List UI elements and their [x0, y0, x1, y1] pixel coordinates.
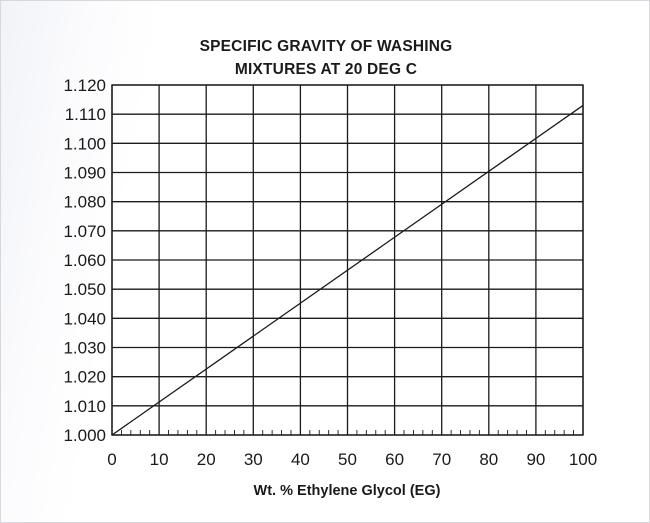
x-tick-label: 10 [150, 450, 169, 469]
y-tick-label: 1.030 [63, 339, 106, 358]
y-tick-label: 1.050 [63, 280, 106, 299]
x-tick-label: 30 [244, 450, 263, 469]
y-axis-tick-labels: 1.000 1.010 1.020 1.030 1.040 1.050 1.060 1.070… [63, 76, 106, 445]
series-layer [111, 104, 584, 436]
x-tick-label: 50 [338, 450, 357, 469]
y-tick-label: 1.000 [63, 426, 106, 445]
x-minor-ticks [120, 430, 575, 435]
x-tick-label: 100 [569, 450, 597, 469]
x-tick-label: 90 [526, 450, 545, 469]
x-tick-label: 60 [385, 450, 404, 469]
plot-area-border [111, 84, 584, 436]
x-tick-label: 80 [479, 450, 498, 469]
y-tick-label: 1.100 [63, 134, 106, 153]
series-line-0 [111, 104, 584, 436]
x-tick-label: 70 [432, 450, 451, 469]
y-tick-label: 1.040 [63, 309, 106, 328]
grid [111, 84, 584, 436]
y-tick-label: 1.010 [63, 397, 106, 416]
x-axis-tick-labels: 0 10 20 30 40 50 60 70 80 90 100 [107, 450, 597, 469]
y-tick-label: 1.060 [63, 251, 106, 270]
y-tick-label: 1.120 [63, 76, 106, 95]
chart-subtitle: MIXTURES AT 20 DEG C [235, 61, 417, 78]
x-axis-title: Wt. % Ethylene Glycol (EG) [254, 483, 441, 499]
y-tick-label: 1.110 [65, 105, 106, 124]
chart-title: SPECIFIC GRAVITY OF WASHING [200, 38, 453, 55]
x-tick-label: 0 [107, 450, 116, 469]
y-tick-label: 1.080 [63, 193, 106, 212]
x-tick-label: 20 [197, 450, 216, 469]
y-tick-label: 1.020 [63, 368, 106, 387]
x-tick-label: 40 [291, 450, 310, 469]
y-tick-label: 1.090 [63, 164, 106, 183]
y-tick-label: 1.070 [63, 222, 106, 241]
